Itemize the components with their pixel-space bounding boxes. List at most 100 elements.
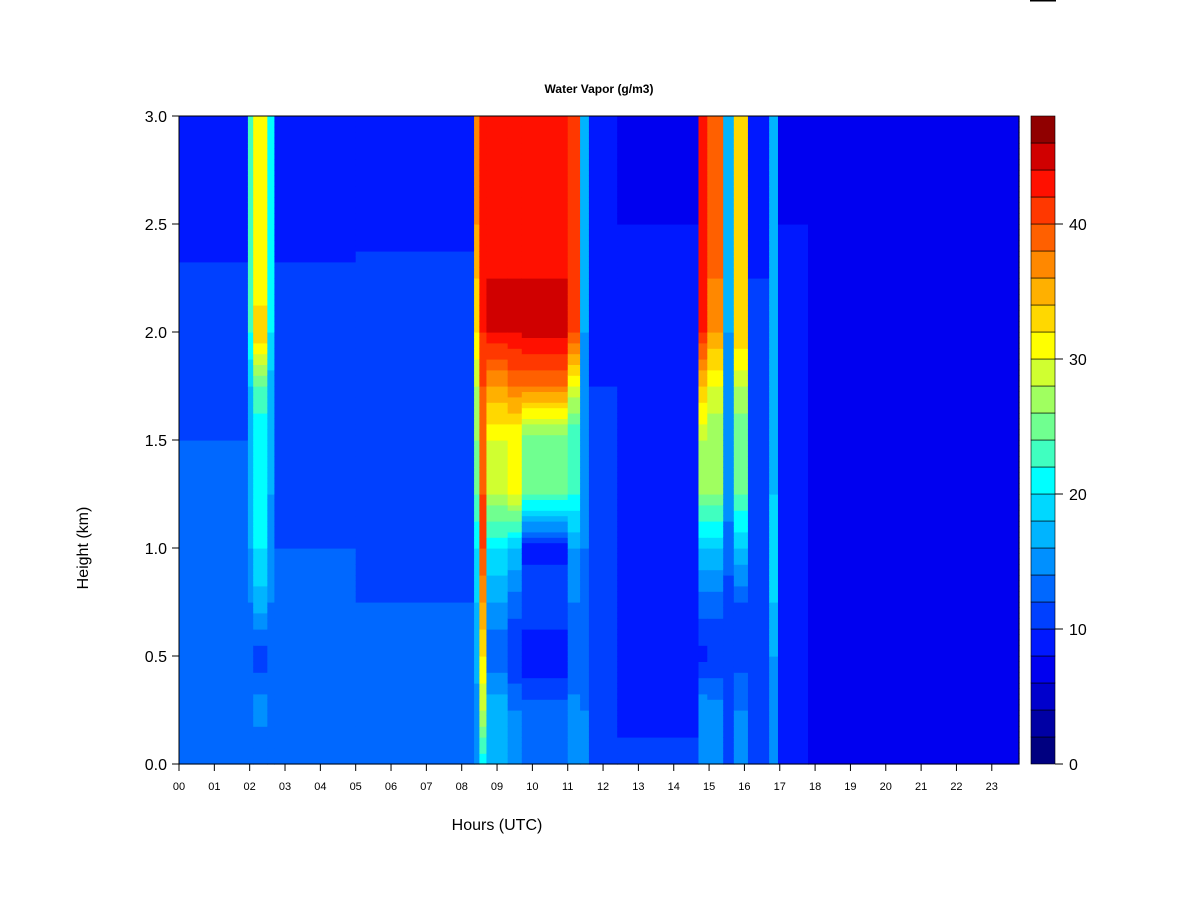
heatmap-cell <box>588 753 618 760</box>
heatmap-cell <box>723 434 735 441</box>
heatmap-cell <box>777 575 809 581</box>
colorbar-swatch <box>1030 304 1056 333</box>
heatmap-cell <box>521 650 569 657</box>
heatmap-cell <box>808 737 1020 743</box>
heatmap-cell <box>707 699 724 706</box>
heatmap-cell <box>698 548 708 554</box>
heatmap-cell <box>777 591 809 598</box>
heatmap-cell <box>507 213 523 220</box>
heatmap-cell <box>777 742 809 749</box>
heatmap-cell <box>179 699 249 706</box>
heatmap-cell <box>733 256 749 263</box>
heatmap-cell <box>355 515 475 522</box>
heatmap-cell <box>474 310 480 317</box>
heatmap-cell <box>474 575 480 581</box>
heatmap-cell <box>769 402 779 409</box>
heatmap-cell <box>580 310 590 317</box>
heatmap-cell <box>507 677 523 684</box>
heatmap-cell <box>486 699 509 706</box>
heatmap-cell <box>567 548 581 554</box>
heatmap-cell <box>723 753 735 760</box>
heatmap-cell <box>267 396 276 403</box>
heatmap-cell <box>723 261 735 268</box>
heatmap-cell <box>474 580 480 587</box>
heatmap-cell <box>769 348 779 355</box>
heatmap-cell <box>521 607 569 614</box>
heatmap-cell <box>747 434 770 441</box>
heatmap-cell <box>769 434 779 441</box>
heatmap-cell <box>588 591 618 598</box>
heatmap-cell <box>479 558 488 565</box>
heatmap-cell <box>267 207 276 214</box>
heatmap-cell <box>179 202 249 209</box>
heatmap-cell <box>580 369 590 376</box>
heatmap-cell <box>707 213 724 220</box>
heatmap-cell <box>567 715 581 722</box>
heatmap-cell <box>588 672 618 679</box>
heatmap-cell <box>769 137 779 144</box>
heatmap-cell <box>267 229 276 236</box>
heatmap-cell <box>733 180 749 187</box>
heatmap-cell <box>617 229 700 236</box>
heatmap-cell <box>617 332 700 338</box>
heatmap-cell <box>179 542 249 549</box>
heatmap-cell <box>179 278 249 284</box>
heatmap-cell <box>769 380 779 387</box>
heatmap-cell <box>253 116 268 122</box>
heatmap-cell <box>247 116 254 122</box>
heatmap-cell <box>723 440 735 446</box>
heatmap-cell <box>486 337 509 344</box>
heatmap-cell <box>808 342 1020 349</box>
heatmap-cell <box>580 440 590 446</box>
heatmap-cell <box>267 153 276 160</box>
heatmap-cell <box>355 159 475 166</box>
heatmap-cell <box>733 699 749 706</box>
heatmap-cell <box>507 267 523 274</box>
heatmap-cell <box>777 737 809 743</box>
heatmap-cell <box>474 380 480 387</box>
heatmap-cell <box>588 353 618 360</box>
y-tick-label: 1.5 <box>145 433 167 450</box>
heatmap-cell <box>521 467 569 473</box>
heatmap-cell <box>355 245 475 252</box>
heatmap-cell <box>769 321 779 328</box>
heatmap-cell <box>253 515 268 522</box>
heatmap-cell <box>808 197 1020 203</box>
heatmap-cell <box>253 731 268 738</box>
heatmap-cell <box>486 153 509 160</box>
heatmap-cell <box>355 531 475 538</box>
heatmap-cell <box>474 591 480 598</box>
heatmap-cell <box>707 148 724 155</box>
heatmap-cell <box>769 677 779 684</box>
heatmap-cell <box>707 456 724 463</box>
heatmap-cell <box>777 116 809 122</box>
heatmap-cell <box>588 240 618 247</box>
heatmap-cell <box>588 758 618 765</box>
heatmap-cell <box>179 483 249 490</box>
heatmap-cell <box>521 429 569 436</box>
heatmap-cell <box>479 175 488 182</box>
heatmap-cell <box>507 618 523 625</box>
heatmap-cell <box>486 553 509 560</box>
heatmap-cell <box>474 504 480 511</box>
heatmap-cell <box>617 191 700 198</box>
heatmap-cell <box>253 218 268 225</box>
heatmap-cell <box>747 742 770 749</box>
heatmap-cell <box>733 580 749 587</box>
heatmap-cell <box>486 116 509 122</box>
heatmap-cell <box>733 240 749 247</box>
heatmap-cells <box>179 116 1020 765</box>
heatmap-cell <box>698 359 708 365</box>
heatmap-cell <box>808 634 1020 641</box>
heatmap-cell <box>588 294 618 301</box>
heatmap-cell <box>747 688 770 695</box>
heatmap-cell <box>479 693 488 700</box>
heatmap-cell <box>733 477 749 484</box>
heatmap-cell <box>777 440 809 446</box>
heatmap-cell <box>474 353 480 360</box>
heatmap-cell <box>747 402 770 409</box>
heatmap-cell <box>355 310 475 317</box>
heatmap-cell <box>486 467 509 473</box>
heatmap-cell <box>580 526 590 533</box>
